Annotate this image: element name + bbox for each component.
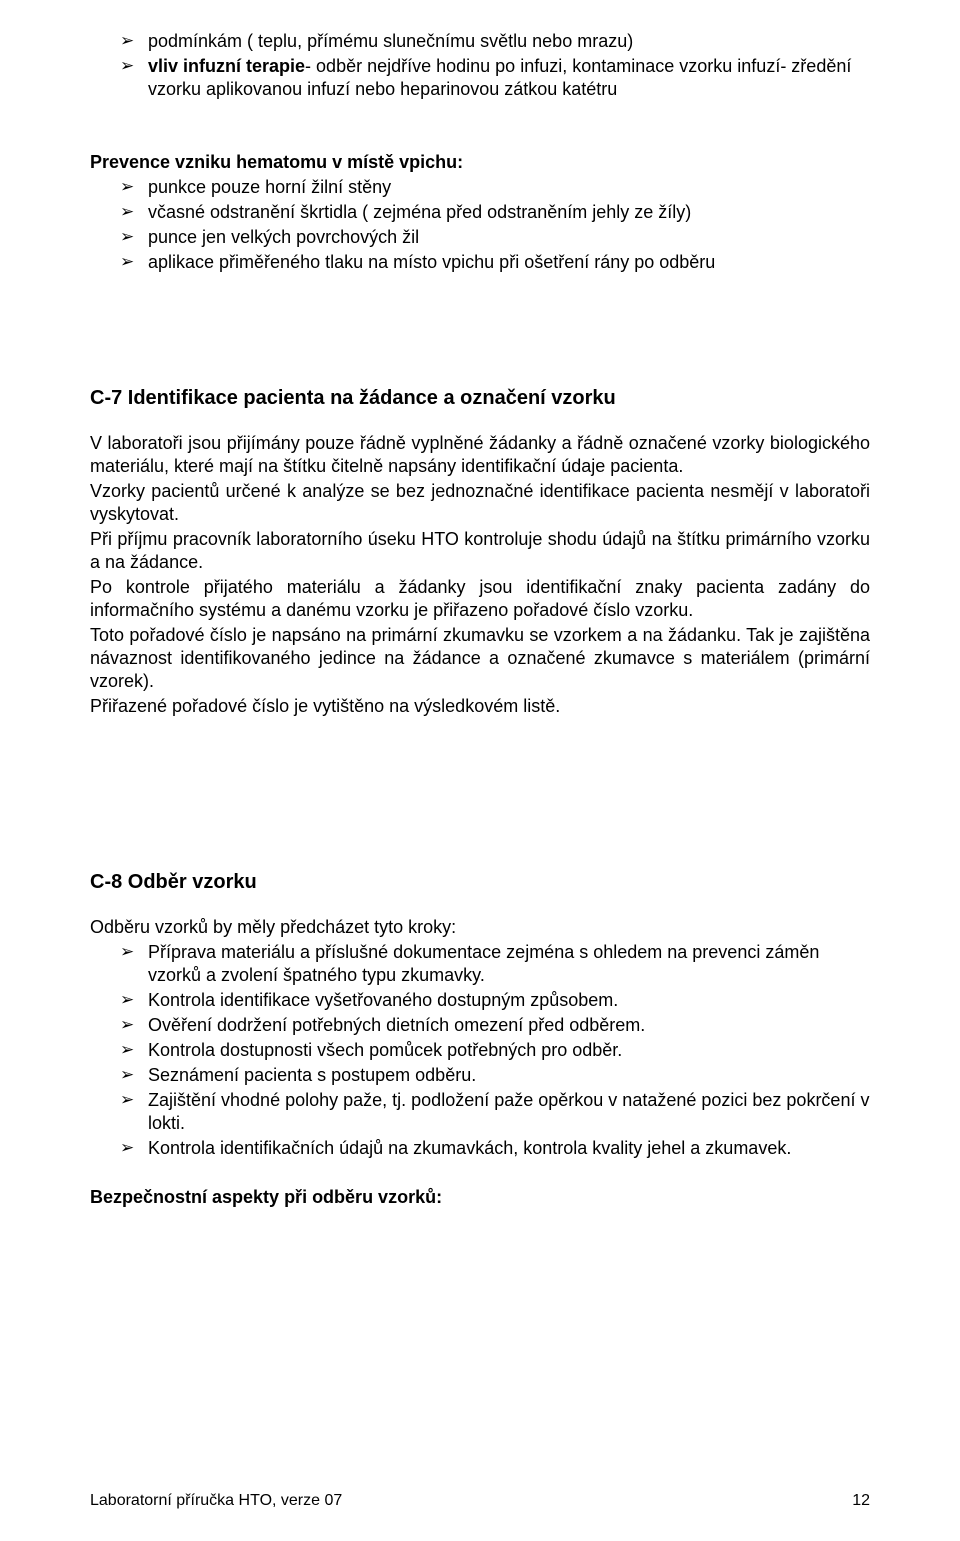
list-item-text: Kontrola identifikačních údajů na zkumav… [148,1138,791,1158]
list-item-text: punkce pouze horní žilní stěny [148,177,391,197]
list-item-text: Zajištění vhodné polohy paže, tj. podlož… [148,1090,869,1133]
c7-heading: C-7 Identifikace pacienta na žádance a o… [90,386,870,412]
list-item-text: Příprava materiálu a příslušné dokumenta… [148,942,819,985]
list-item: Příprava materiálu a příslušné dokumenta… [148,941,870,987]
prevence-bullet-list: punkce pouze horní žilní stěny včasné od… [90,176,870,274]
list-item: punkce pouze horní žilní stěny [148,176,870,199]
list-item-text: Kontrola identifikace vyšetřovaného dost… [148,990,618,1010]
c8-intro: Odběru vzorků by měly předcházet tyto kr… [90,916,870,939]
footer-left: Laboratorní příručka HTO, verze 07 [90,1491,342,1511]
list-item: Kontrola identifikace vyšetřovaného dost… [148,989,870,1012]
list-item: Kontrola dostupnosti všech pomůcek potře… [148,1039,870,1062]
list-item: vliv infuzní terapie- odběr nejdříve hod… [148,55,870,101]
prevence-title: Prevence vzniku hematomu v místě vpichu: [90,151,870,174]
paragraph: Vzorky pacientů určené k analýze se bez … [90,480,870,526]
list-item: Ověření dodržení potřebných dietních ome… [148,1014,870,1037]
list-item-text: včasné odstranění škrtidla ( zejména pře… [148,202,691,222]
list-item: podmínkám ( teplu, přímému slunečnímu sv… [148,30,870,53]
paragraph: Přiřazené pořadové číslo je vytištěno na… [90,695,870,718]
list-item-bold-prefix: vliv infuzní terapie [148,56,305,76]
list-item-text: aplikace přiměřeného tlaku na místo vpic… [148,252,715,272]
list-item: aplikace přiměřeného tlaku na místo vpic… [148,251,870,274]
list-item-text: podmínkám ( teplu, přímému slunečnímu sv… [148,31,633,51]
c8-bullet-list: Příprava materiálu a příslušné dokumenta… [90,941,870,1160]
footer-page-number: 12 [852,1491,870,1511]
top-bullet-list: podmínkám ( teplu, přímému slunečnímu sv… [90,30,870,101]
paragraph: Toto pořadové číslo je napsáno na primár… [90,624,870,693]
list-item: Kontrola identifikačních údajů na zkumav… [148,1137,870,1160]
list-item-text: Kontrola dostupnosti všech pomůcek potře… [148,1040,622,1060]
list-item: Zajištění vhodné polohy paže, tj. podlož… [148,1089,870,1135]
page-footer: Laboratorní příručka HTO, verze 07 12 [90,1491,870,1511]
paragraph: V laboratoři jsou přijímány pouze řádně … [90,432,870,478]
safety-heading: Bezpečnostní aspekty při odběru vzorků: [90,1186,870,1209]
list-item: včasné odstranění škrtidla ( zejména pře… [148,201,870,224]
list-item: punce jen velkých povrchových žil [148,226,870,249]
list-item-text: Ověření dodržení potřebných dietních ome… [148,1015,645,1035]
list-item: Seznámení pacienta s postupem odběru. [148,1064,870,1087]
paragraph: Při příjmu pracovník laboratorního úseku… [90,528,870,574]
c8-heading: C-8 Odběr vzorku [90,870,870,896]
paragraph: Po kontrole přijatého materiálu a žádank… [90,576,870,622]
document-page: podmínkám ( teplu, přímému slunečnímu sv… [0,0,960,1541]
list-item-text: punce jen velkých povrchových žil [148,227,419,247]
list-item-text: Seznámení pacienta s postupem odběru. [148,1065,476,1085]
